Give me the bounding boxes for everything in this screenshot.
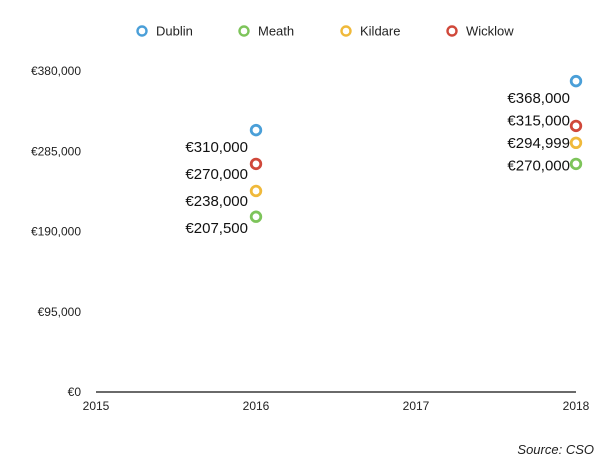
point-kildare-2018 [569,136,583,150]
x-tick-label: 2016 [243,399,270,413]
legend: Dublin Meath Kildare Wicklow [136,24,514,39]
legend-marker-wicklow [446,25,458,37]
legend-marker-kildare [340,25,352,37]
point-meath-2016 [249,210,263,223]
data-label-dublin-2016: €310,000 [185,139,248,156]
data-label-kildare-2016: €238,000 [185,193,248,210]
y-tick-label: €285,000 [31,144,81,158]
point-dublin-2016 [249,123,263,137]
y-tick-label: €95,000 [38,305,82,319]
data-label-dublin-2018: €368,000 [507,90,570,107]
legend-label-meath: Meath [258,24,294,39]
data-label-wicklow-2016: €270,000 [185,166,248,183]
data-labels: €310,000 €270,000 €238,000 €207,500 €368,000… [185,90,570,237]
source-note: Source: CSO [517,442,594,457]
legend-label-dublin: Dublin [156,24,193,39]
legend-marker-meath [238,25,250,37]
x-axis-ticks: 2015 2016 2017 2018 [83,399,590,413]
point-dublin-2018 [569,74,583,88]
data-label-wicklow-2018: €315,000 [507,113,570,130]
x-tick-label: 2018 [563,399,590,413]
data-label-meath-2018: €270,000 [507,158,570,175]
legend-marker-dublin [136,25,148,37]
point-wicklow-2016 [249,157,263,171]
y-tick-label: €380,000 [31,64,81,78]
data-points [249,74,583,223]
y-axis-ticks: €0 €95,000 €190,000 €285,000 €380,000 [31,64,81,399]
data-label-meath-2016: €207,500 [185,220,248,237]
x-tick-label: 2017 [403,399,430,413]
legend-label-wicklow: Wicklow [466,24,514,39]
data-label-kildare-2018: €294,999 [507,135,570,152]
point-wicklow-2018 [569,119,583,133]
x-tick-label: 2015 [83,399,110,413]
y-tick-label: €0 [68,385,82,399]
legend-label-kildare: Kildare [360,24,400,39]
point-kildare-2016 [249,184,263,198]
y-tick-label: €190,000 [31,225,81,239]
point-meath-2018 [569,157,583,171]
